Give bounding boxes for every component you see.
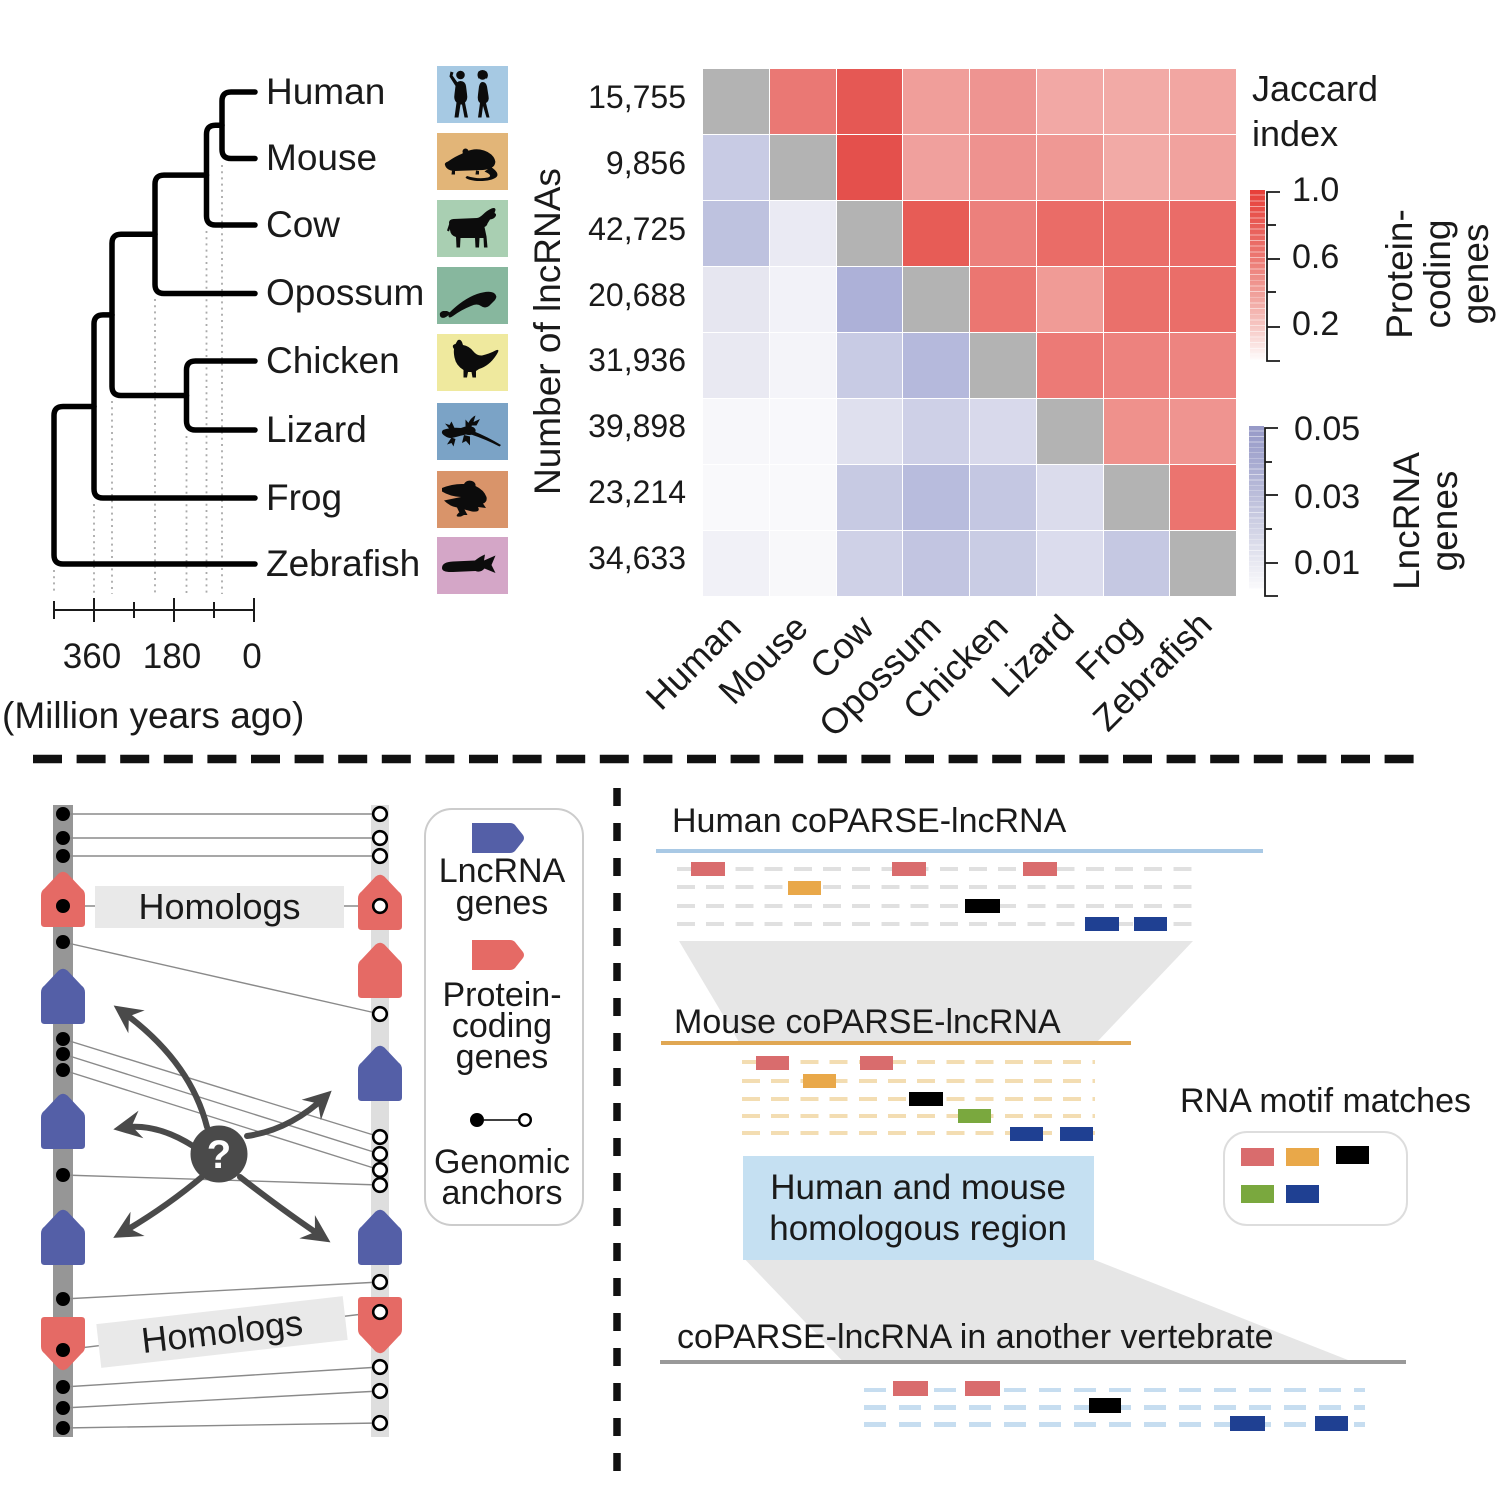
svg-text:0: 0 xyxy=(242,637,261,676)
svg-text:(Million years ago): (Million years ago) xyxy=(2,695,304,736)
svg-text:?: ? xyxy=(207,1133,231,1177)
svg-text:360: 360 xyxy=(63,637,121,676)
svg-text:180: 180 xyxy=(143,637,201,676)
